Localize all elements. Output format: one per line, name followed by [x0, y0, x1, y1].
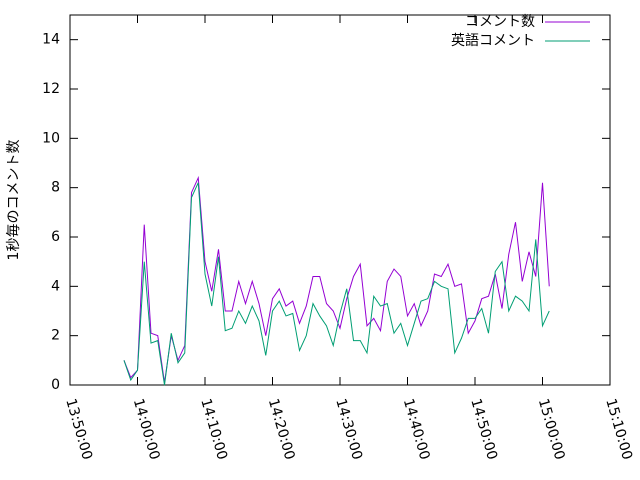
y-tick-label: 10 [42, 130, 60, 146]
y-tick-label: 6 [51, 229, 60, 245]
plot-frame [69, 14, 611, 386]
legend-label: 英語コメント [451, 32, 535, 49]
y-tick-label: 14 [42, 32, 60, 48]
y-axis-label: 1秒毎のコメント数 [6, 140, 22, 261]
y-tick-label: 2 [51, 328, 60, 344]
y-tick-label: 0 [51, 377, 60, 393]
series-line [123, 175, 550, 383]
y-tick-label: 12 [42, 81, 60, 97]
series-line [123, 182, 550, 386]
y-tick-label: 4 [51, 278, 60, 294]
y-tick-label: 8 [51, 180, 60, 196]
legend-label: コメント数 [465, 14, 535, 30]
